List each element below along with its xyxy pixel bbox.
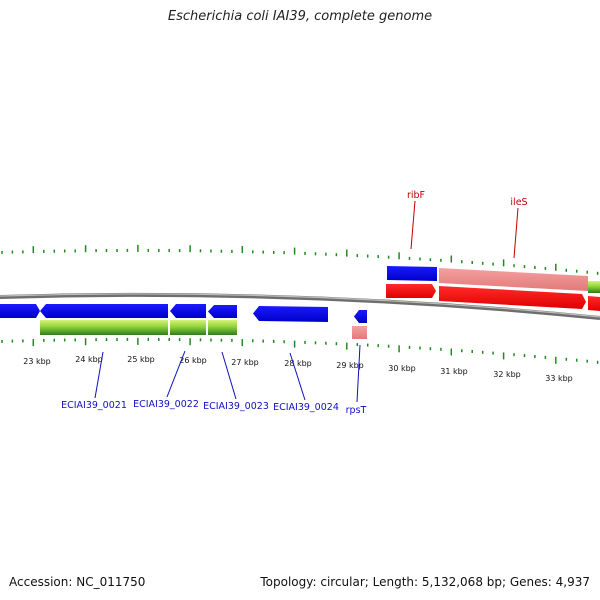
gene-bar-2	[208, 320, 237, 335]
scale-label: 29 kbp	[336, 361, 364, 370]
rna-leader-lines	[410, 200, 519, 259]
cds-feature-0	[0, 304, 40, 318]
leader-line	[513, 207, 519, 259]
gene-bar-0	[40, 320, 168, 335]
leader-line	[221, 351, 237, 400]
scale-label: 26 kbp	[179, 356, 207, 365]
scale-label: 27 kbp	[231, 358, 259, 367]
gene-bar-3	[588, 281, 600, 293]
rna-label: ribF	[407, 190, 425, 201]
rna-light-1	[439, 268, 588, 291]
scale-label: 24 kbp	[75, 355, 103, 364]
locus-label: ECIAI39_0024	[273, 402, 339, 413]
upper-tick-row	[1, 244, 599, 275]
cds-feature-1	[40, 304, 168, 318]
cds-feature-2	[170, 304, 206, 318]
leader-line	[94, 351, 104, 399]
scale-label: 32 kbp	[493, 370, 521, 379]
cds-feature-6	[387, 266, 437, 281]
accession-text: Accession: NC_011750	[9, 575, 146, 589]
rna-features	[352, 268, 600, 339]
genome-title: Escherichia coli IAI39, complete genome	[167, 9, 433, 24]
cds-features	[0, 266, 437, 323]
gene-features	[40, 281, 600, 335]
genome-stats-text: Topology: circular; Length: 5,132,068 bp…	[260, 575, 590, 589]
genome-backbone	[0, 292, 600, 320]
rna-feature-2	[588, 296, 600, 311]
locus-label: ECIAI39_0021	[61, 400, 127, 411]
leader-line	[166, 350, 186, 398]
leader-line	[410, 200, 416, 250]
scale-label: 28 kbp	[284, 359, 312, 368]
scale-label: 23 kbp	[23, 357, 51, 366]
locus-label: ECIAI39_0023	[203, 401, 269, 412]
cds-feature-3	[208, 305, 237, 318]
scale-label: 33 kbp	[545, 374, 573, 383]
scale-label: 30 kbp	[388, 364, 416, 373]
gene-bar-1	[170, 320, 206, 335]
leader-line	[289, 352, 306, 401]
rna-light-0	[352, 326, 367, 339]
leader-line	[356, 344, 361, 403]
rna-feature-1	[439, 286, 586, 309]
locus-label: ECIAI39_0022	[133, 399, 199, 410]
scale-labels: 23 kbp 24 kbp 25 kbp 26 kbp 27 kbp 28 kb…	[23, 355, 573, 383]
rna-label: ileS	[510, 197, 527, 208]
lower-tick-row	[1, 337, 599, 364]
locus-label: rpsT	[346, 405, 367, 416]
cds-feature-5	[354, 310, 367, 323]
genome-backbone-highlight	[0, 293, 600, 318]
rna-feature-0	[386, 284, 436, 298]
scale-label: 31 kbp	[440, 367, 468, 376]
rna-labels: ribF ileS	[407, 190, 528, 208]
locus-labels: ECIAI39_0021 ECIAI39_0022 ECIAI39_0023 E…	[61, 399, 366, 416]
locus-leader-lines	[94, 344, 361, 403]
scale-label: 25 kbp	[127, 355, 155, 364]
cds-feature-4	[253, 306, 328, 322]
